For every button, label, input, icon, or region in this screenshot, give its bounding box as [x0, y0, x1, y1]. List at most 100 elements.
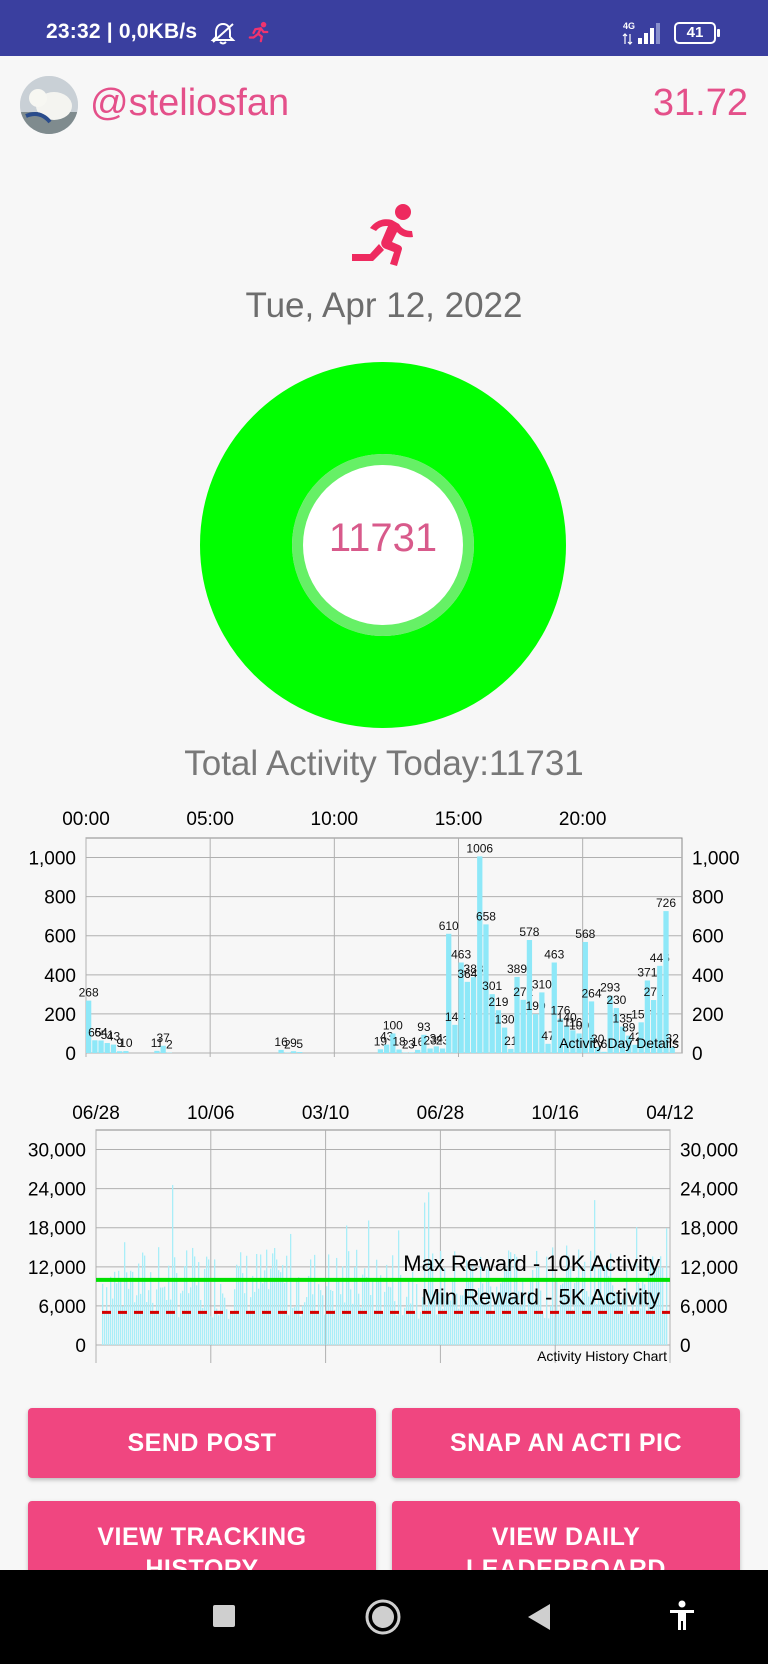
- history-bar: [168, 1265, 170, 1345]
- history-bar: [586, 1291, 588, 1345]
- history-bar: [514, 1254, 516, 1345]
- history-bar: [508, 1250, 510, 1345]
- history-bar: [300, 1316, 302, 1345]
- data-label: 2: [402, 1038, 409, 1052]
- data-label: 1006: [466, 841, 493, 855]
- avatar[interactable]: [20, 76, 78, 134]
- history-bar: [134, 1302, 136, 1345]
- history-bar: [540, 1290, 542, 1345]
- history-bar: [662, 1267, 664, 1345]
- history-bar: [368, 1220, 370, 1345]
- history-bar: [650, 1262, 652, 1345]
- back-icon[interactable]: [526, 1602, 552, 1632]
- total-activity-today: Total Activity Today:11731: [184, 744, 584, 783]
- history-bar: [316, 1312, 318, 1345]
- activity-ring: 11731: [200, 362, 566, 728]
- bar: [458, 962, 464, 1053]
- history-bar: [126, 1272, 128, 1345]
- history-bar: [152, 1302, 154, 1345]
- signal-icon: 4G: [622, 21, 660, 45]
- history-bar: [506, 1268, 508, 1345]
- history-bar: [434, 1296, 436, 1345]
- history-bar: [150, 1272, 152, 1345]
- history-bar: [142, 1252, 144, 1345]
- history-bar: [266, 1249, 268, 1345]
- history-bar: [114, 1271, 116, 1345]
- history-bar: [644, 1284, 646, 1345]
- history-bar: [594, 1200, 596, 1345]
- history-bar: [618, 1301, 620, 1345]
- history-bar: [320, 1290, 322, 1345]
- history-bar: [224, 1297, 226, 1345]
- activity-history-chart[interactable]: 0 0 6,000 6,000 12,000 12,000 18,000 18,000 24,0…: [0, 1098, 768, 1370]
- y-tick-label-right: 0: [692, 1044, 703, 1065]
- history-bar: [244, 1293, 246, 1345]
- history-bar: [294, 1306, 296, 1345]
- y-tick-label-right: 600: [692, 927, 724, 948]
- history-bar: [488, 1266, 490, 1345]
- runner-icon: [248, 21, 269, 43]
- history-bar: [596, 1303, 598, 1345]
- history-bar: [360, 1307, 362, 1345]
- history-bar: [532, 1269, 534, 1345]
- history-bar: [226, 1309, 228, 1345]
- history-bar: [228, 1318, 230, 1345]
- history-bar: [184, 1266, 186, 1345]
- activity-day-chart[interactable]: 0 0 200 200 400 400 600 600 800 800 1,000 1,000 00:0…: [0, 800, 768, 1080]
- history-bar: [486, 1269, 488, 1345]
- history-bar: [222, 1293, 224, 1345]
- accessibility-icon[interactable]: [668, 1600, 696, 1632]
- bar: [446, 933, 452, 1053]
- data-label: 6: [601, 1037, 608, 1051]
- data-label: 230: [606, 993, 626, 1007]
- history-bar: [568, 1255, 570, 1345]
- history-bar: [230, 1312, 232, 1345]
- history-bar: [498, 1296, 500, 1345]
- history-bar: [372, 1279, 374, 1345]
- bar: [470, 977, 477, 1053]
- x-tick-label: 04/12: [646, 1103, 694, 1124]
- home-icon[interactable]: [364, 1598, 402, 1636]
- data-label: 463: [544, 948, 564, 962]
- history-bar: [610, 1253, 612, 1345]
- y-tick-label-left: 30,000: [28, 1141, 86, 1162]
- bar: [508, 1048, 514, 1053]
- history-bar: [188, 1293, 190, 1345]
- history-bar: [202, 1307, 204, 1345]
- y-tick-label-left: 12,000: [28, 1258, 86, 1279]
- history-bar: [248, 1314, 250, 1345]
- history-bar: [658, 1267, 660, 1345]
- username[interactable]: @steliosfan: [90, 82, 290, 124]
- history-bar: [504, 1262, 506, 1345]
- y-tick-label-left: 0: [65, 1044, 76, 1065]
- history-bar: [440, 1250, 442, 1345]
- history-bar: [186, 1250, 188, 1345]
- bar: [98, 1040, 104, 1053]
- history-bar: [240, 1252, 242, 1345]
- bar: [644, 980, 651, 1053]
- history-bar: [310, 1259, 312, 1345]
- snap-acti-pic-button[interactable]: SNAP AN ACTI PIC: [392, 1408, 740, 1478]
- y-tick-label-right: 18,000: [680, 1219, 738, 1240]
- history-bar: [278, 1270, 280, 1345]
- history-bar: [318, 1284, 320, 1345]
- data-label: 37: [156, 1031, 170, 1045]
- history-bar: [374, 1310, 376, 1345]
- history-bar: [194, 1256, 196, 1345]
- send-post-button[interactable]: SEND POST: [28, 1408, 376, 1478]
- history-bar: [260, 1254, 262, 1345]
- history-bar: [258, 1288, 260, 1345]
- history-bar: [250, 1297, 252, 1345]
- history-bar: [628, 1313, 630, 1345]
- history-bar: [432, 1253, 434, 1345]
- data-label: 16: [274, 1035, 288, 1049]
- history-bar: [424, 1202, 426, 1345]
- history-bar: [132, 1271, 134, 1345]
- y-tick-label-right: 30,000: [680, 1141, 738, 1162]
- history-bar: [324, 1314, 326, 1345]
- recents-icon[interactable]: [212, 1604, 236, 1628]
- y-tick-label-right: 6,000: [680, 1297, 728, 1318]
- bar: [533, 1014, 539, 1053]
- history-bar: [412, 1271, 414, 1345]
- x-tick-label: 15:00: [435, 809, 483, 830]
